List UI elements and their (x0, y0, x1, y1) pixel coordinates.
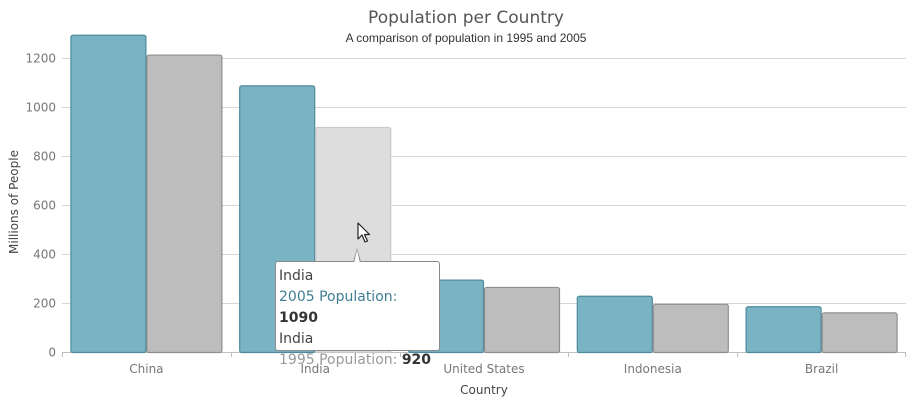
bar-indonesia-series1[interactable] (576, 295, 653, 354)
chart-subtitle: A comparison of population in 1995 and 2… (346, 31, 587, 45)
y-axis-title: Millions of People (7, 150, 21, 254)
bar-brazil-series2[interactable] (821, 312, 898, 354)
tooltip-series-label-2: 1995 Population: (279, 352, 398, 368)
y-tick-label: 800 (33, 150, 56, 164)
y-tick-label: 200 (33, 297, 56, 311)
y-tick-label: 1000 (25, 101, 56, 115)
chart-title: Population per Country (368, 8, 564, 28)
y-tick-label: 600 (33, 199, 56, 213)
x-axis-title: Country (460, 383, 508, 397)
x-tick-label: Indonesia (624, 362, 682, 376)
y-tick-label: 400 (33, 248, 56, 262)
bar-united-states-series2[interactable] (483, 286, 561, 354)
bar-indonesia-series2[interactable] (652, 303, 729, 354)
x-tick-label: India (300, 362, 329, 376)
tooltip-category-2: India (279, 331, 314, 347)
bars (70, 34, 898, 354)
tooltip-value-1: 1090 (279, 310, 318, 326)
tooltip: India 2005 Population: 1090 India 1995 P… (275, 248, 440, 368)
y-tick-label: 0 (48, 346, 56, 360)
y-tick-label: 1200 (25, 52, 56, 66)
bar-china-series2[interactable] (146, 54, 223, 354)
bar-brazil-series1[interactable] (745, 306, 822, 354)
y-axis-ticks: 0 200 400 600 800 1000 1200 (25, 52, 56, 360)
tooltip-series-label-1: 2005 Population: (279, 289, 398, 305)
tooltip-caret-inner (354, 250, 360, 263)
x-tick-label: China (129, 362, 163, 376)
tooltip-category-1: India (279, 268, 314, 284)
tooltip-series-2: 1995 Population: 920 (279, 350, 436, 371)
bar-china-series1[interactable] (70, 34, 147, 354)
x-tick-label: United States (443, 362, 524, 376)
x-tick-label: Brazil (805, 362, 839, 376)
tooltip-series-1: 2005 Population: 1090 (279, 287, 436, 329)
arrow-cursor-icon (357, 222, 371, 243)
x-axis-ticks: China India United States Indonesia Brazil (62, 352, 906, 376)
tooltip-value-2: 920 (401, 352, 432, 368)
